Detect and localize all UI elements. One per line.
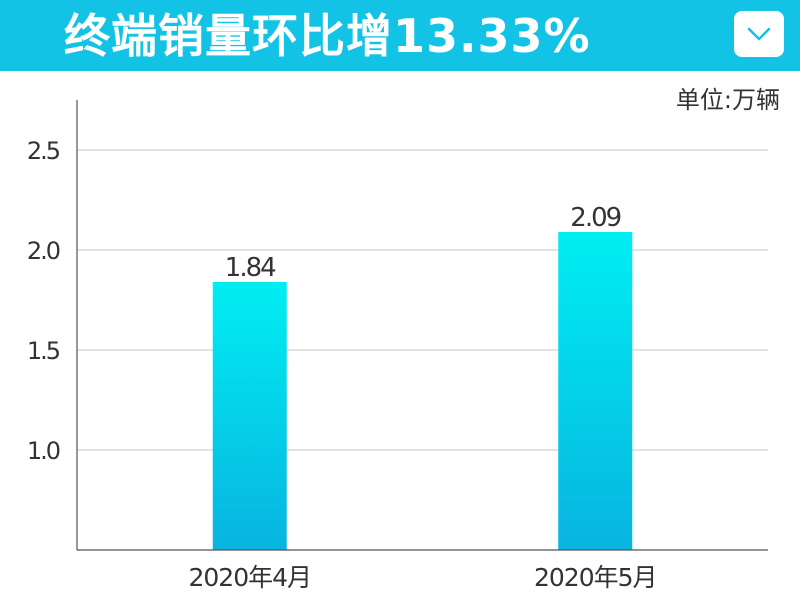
y-tick-label: 1.0 (27, 437, 60, 465)
collapse-button[interactable] (734, 11, 784, 57)
bar (558, 232, 633, 550)
bar (212, 282, 287, 550)
data-label: 1.84 (225, 253, 276, 283)
chevron-down-icon (747, 27, 771, 41)
y-tick-label: 2.5 (27, 137, 60, 165)
page-title: 终端销量环比增13.33% (64, 9, 591, 63)
unit-label: 单位:万辆 (675, 86, 780, 114)
title-banner: 终端销量环比增13.33% (0, 0, 800, 71)
y-tick-label: 2.0 (27, 237, 60, 265)
data-label: 2.09 (570, 203, 620, 233)
x-category-label: 2020年4月 (188, 563, 311, 592)
y-tick-label: 1.5 (27, 337, 60, 365)
x-category-label: 2020年5月 (534, 563, 657, 592)
